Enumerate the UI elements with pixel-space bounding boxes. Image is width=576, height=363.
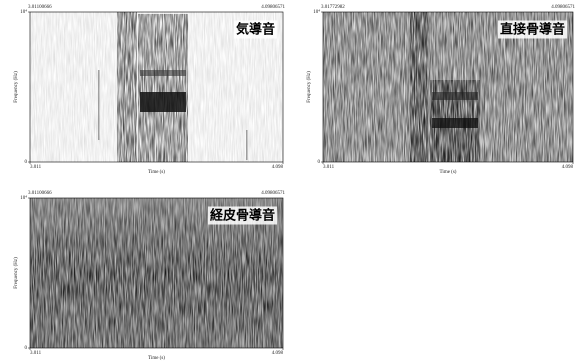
title-background [207, 206, 277, 225]
y-tick-label: 10⁴ [20, 195, 27, 201]
y-tick-label: 0 [318, 160, 321, 165]
x-tick-label: 3.011 [323, 165, 335, 170]
x-axis-label: Time (s) [148, 170, 165, 175]
panel-title: 経皮骨導音 [210, 208, 275, 224]
y-tick-label: 10⁴ [313, 9, 320, 15]
y-axis-label: Frequency (Hz) [307, 71, 312, 103]
panel-title: 気導音 [236, 22, 275, 38]
y-tick-label: 0 [25, 160, 28, 165]
spectrogram-image [323, 12, 573, 162]
window-start: 3.01772982 [321, 5, 345, 10]
title-background [233, 20, 277, 39]
x-tick-label: 3.011 [30, 165, 42, 170]
window-end: 4.09806571 [261, 191, 285, 196]
window-end: 4.09806571 [261, 5, 285, 10]
x-tick-label: 4.098 [272, 351, 284, 356]
window-start: 3.01100666 [28, 5, 52, 10]
y-tick-label: 0 [25, 346, 28, 351]
plot-frame [322, 11, 574, 163]
plot-frame [29, 11, 284, 163]
x-tick-label: 4.098 [272, 165, 284, 170]
window-end: 4.09806571 [551, 5, 575, 10]
x-tick-label: 3.011 [30, 351, 42, 356]
plot-frame [29, 197, 284, 349]
window-start: 3.01100666 [28, 191, 52, 196]
x-axis-label: Time (s) [148, 356, 165, 361]
y-tick-label: 10⁴ [20, 9, 27, 15]
x-axis-label: Time (s) [440, 170, 457, 175]
y-axis-label: Frequency (Hz) [14, 257, 19, 289]
title-background [497, 20, 567, 39]
y-axis-label: Frequency (Hz) [14, 71, 19, 103]
x-tick-label: 4.098 [562, 165, 574, 170]
panel-title: 直接骨導音 [500, 22, 565, 38]
